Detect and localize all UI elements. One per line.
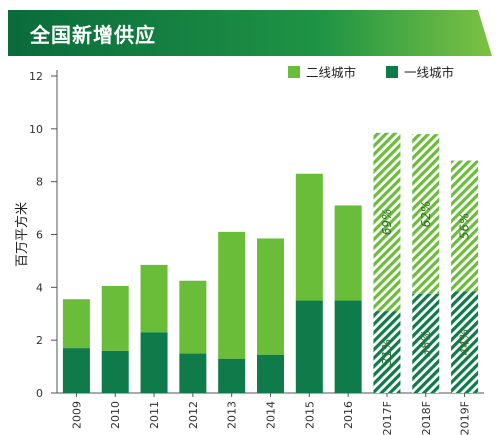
legend-label-一线城市: 一线城市	[404, 65, 454, 80]
banner-shape	[8, 10, 492, 56]
pct-label-tier2-2017F: 69%	[380, 209, 394, 236]
y-tick-label: 4	[36, 281, 43, 294]
x-tick-label-2019F: 2019F	[459, 401, 472, 435]
x-tick-label-2016: 2016	[342, 401, 355, 429]
bar-tier1-2016	[334, 300, 362, 393]
y-tick-label: 2	[36, 334, 43, 347]
bar-tier2-2010	[101, 286, 129, 351]
bar-tier2-2009	[62, 299, 90, 349]
pct-label-tier1-2017F: 31%	[380, 339, 394, 366]
y-tick-label: 0	[36, 387, 43, 400]
x-tick-label-2017F: 2017F	[381, 401, 394, 435]
bar-tier2-2012	[179, 280, 207, 354]
bar-tier2-2018F	[412, 134, 440, 294]
bar-tier1-2011	[140, 332, 168, 393]
bar-tier2-2017F	[373, 132, 401, 312]
y-tick-label: 6	[36, 229, 43, 242]
pct-label-tier1-2019F: 44%	[458, 329, 472, 356]
bar-tier2-2019F	[451, 160, 479, 292]
x-tick-label-2010: 2010	[109, 401, 122, 429]
bar-tier1-2010	[101, 350, 129, 393]
bar-tier1-2019F	[451, 291, 479, 393]
x-tick-label-2012: 2012	[187, 401, 200, 429]
x-tick-label-2018F: 2018F	[420, 401, 433, 435]
bar-tier2-2015	[295, 173, 323, 301]
legend-swatch-二线城市	[288, 66, 300, 78]
bar-tier1-2009	[62, 348, 90, 393]
x-tick-label-2013: 2013	[226, 401, 239, 429]
pct-label-tier2-2018F: 62%	[419, 201, 433, 228]
bar-tier1-2017F	[373, 311, 401, 393]
y-tick-label: 8	[36, 176, 43, 189]
x-tick-label-2014: 2014	[265, 401, 278, 429]
bar-tier1-2014	[257, 354, 284, 393]
x-tick-label-2015: 2015	[303, 401, 316, 429]
legend-label-二线城市: 二线城市	[306, 65, 356, 80]
bar-tier2-2014	[257, 238, 284, 355]
page-title: 全国新增供应	[30, 23, 156, 47]
bar-tier2-2016	[334, 205, 362, 301]
bar-tier2-2013	[218, 231, 246, 359]
y-tick-label: 10	[29, 123, 43, 136]
bar-tier1-2013	[218, 358, 246, 393]
x-tick-label-2011: 2011	[148, 401, 161, 429]
bar-tier1-2018F	[412, 293, 440, 393]
pct-label-tier1-2018F: 38%	[419, 330, 433, 357]
legend-swatch-一线城市	[386, 66, 398, 78]
pct-label-tier2-2019F: 56%	[458, 213, 472, 240]
bar-tier1-2012	[179, 353, 207, 393]
y-axis-title: 百万平方米	[14, 202, 30, 267]
title-banner: 全国新增供应	[8, 10, 492, 56]
bar-tier1-2015	[295, 300, 323, 393]
x-tick-label-2009: 2009	[70, 401, 83, 429]
y-tick-label: 12	[29, 70, 43, 83]
bar-tier2-2011	[140, 264, 168, 333]
